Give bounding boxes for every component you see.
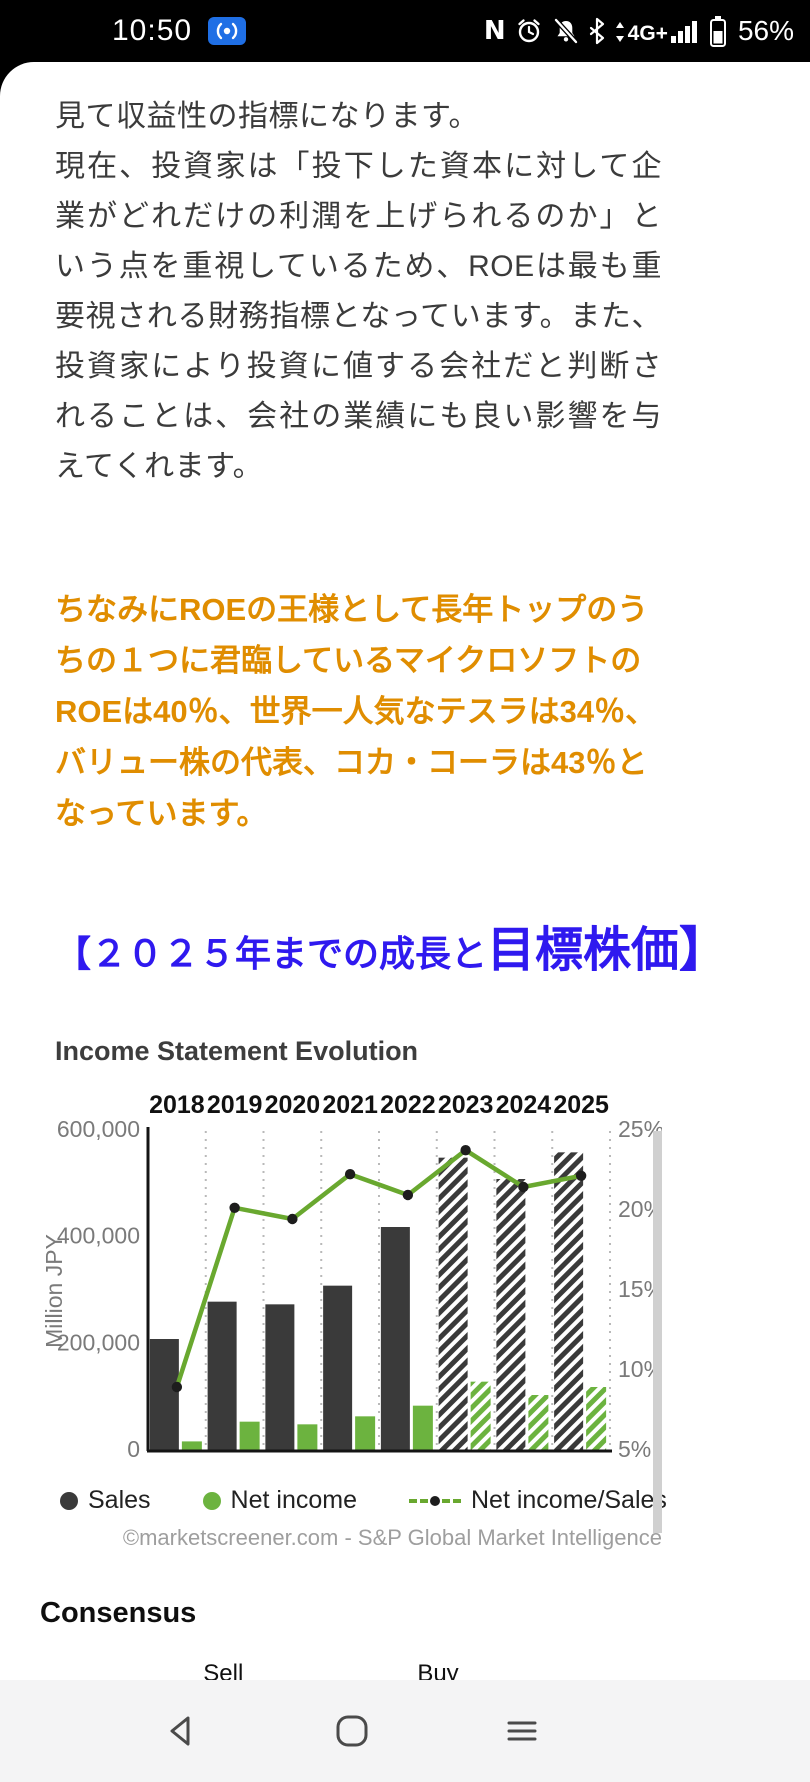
home-icon (336, 1715, 368, 1747)
battery-icon (709, 15, 727, 47)
updown-arrows-icon (615, 22, 624, 42)
svg-text:2018: 2018 (149, 1091, 205, 1119)
recents-button[interactable] (496, 1705, 548, 1757)
chart-attribution: ©marketscreener.com - S&P Global Market … (122, 1525, 662, 1550)
svg-text:2024: 2024 (496, 1091, 552, 1119)
article-body: 見て収益性の指標になります。 現在、投資家は「投下した資本に対して企業がどれだけ… (0, 62, 810, 980)
paragraph: 現在、投資家は「投下した資本に対して企業がどれだけの利潤を上げられるのか」という… (55, 150, 662, 483)
sell-label: Sell (203, 1660, 244, 1680)
widget-scrollbar[interactable] (653, 1131, 662, 1533)
line-swatch-icon (409, 1492, 461, 1510)
bell-muted-icon (552, 17, 580, 45)
network-type-label: 4G+ (627, 22, 668, 45)
back-icon (170, 1716, 190, 1746)
legend-item-margin: Net income/Sales (409, 1486, 667, 1515)
gauge-bar (255, 1667, 405, 1680)
chart-title: Income Statement Evolution (55, 1036, 419, 1066)
income-chart-svg: 2018 2019 2020 2021 2022 2023 2024 2025 600,000 4… (41, 1091, 664, 1462)
chart-legend: Sales Net income Net income/Sales (60, 1486, 810, 1515)
heading-suffix: 】 (679, 924, 728, 977)
nfc-icon: N (483, 16, 506, 46)
svg-text:2020: 2020 (265, 1091, 321, 1119)
svg-text:2025: 2025 (553, 1091, 609, 1119)
bluetooth-icon (589, 17, 605, 45)
consensus-gauge: Sell Buy (0, 1660, 662, 1680)
android-nav-bar (0, 1680, 810, 1782)
section-heading: 【２０２５年までの成長と目標株価】 (55, 925, 727, 980)
svg-text:0: 0 (127, 1436, 140, 1462)
mobile-network-indicator: 4G+ (614, 18, 700, 44)
svg-text:5%: 5% (618, 1436, 651, 1462)
paragraph: 見て収益性の指標になります。 (55, 100, 479, 133)
menu-icon (507, 1721, 537, 1741)
cast-icon (216, 22, 238, 40)
buy-label: Buy (417, 1660, 459, 1680)
legend-item-sales: Sales (60, 1486, 151, 1515)
svg-text:Million JPY: Million JPY (41, 1234, 67, 1348)
svg-text:2022: 2022 (380, 1091, 436, 1119)
sales-swatch-icon (60, 1491, 78, 1510)
svg-text:2021: 2021 (322, 1091, 378, 1119)
heading-emphasis: 目標株価 (487, 924, 680, 977)
clock: 10:50 (112, 14, 193, 47)
legend-item-net-income: Net income (202, 1486, 357, 1515)
svg-text:200,000: 200,000 (57, 1329, 140, 1355)
net-income-swatch-icon (202, 1491, 221, 1510)
highlight-paragraph: ちなみにROEの王様として長年トップのうちの１つに君臨しているマイクロソフトのR… (55, 592, 657, 831)
back-button[interactable] (156, 1705, 208, 1757)
screen-cast-badge (208, 17, 247, 45)
legend-label: Net income/Sales (471, 1486, 667, 1514)
svg-text:2019: 2019 (207, 1091, 263, 1119)
status-bar: 10:50 N (0, 0, 810, 62)
income-statement-chart: 2018 2019 2020 2021 2022 2023 2024 2025 600,000 4… (40, 1085, 664, 1533)
alarm-icon (515, 17, 543, 45)
battery-percent: 56% (737, 15, 794, 46)
document-page: 見て収益性の指標になります。 現在、投資家は「投下した資本に対して企業がどれだけ… (0, 62, 810, 1680)
svg-text:600,000: 600,000 (57, 1116, 140, 1142)
signal-bars-icon (670, 21, 697, 43)
legend-label: Net income (230, 1486, 357, 1514)
heading-prefix: 【２０２５年までの成長と (55, 933, 488, 974)
consensus-heading: Consensus (40, 1597, 197, 1629)
svg-text:400,000: 400,000 (57, 1223, 140, 1249)
home-button[interactable] (326, 1705, 378, 1757)
legend-label: Sales (88, 1486, 151, 1514)
svg-text:2023: 2023 (438, 1091, 494, 1119)
